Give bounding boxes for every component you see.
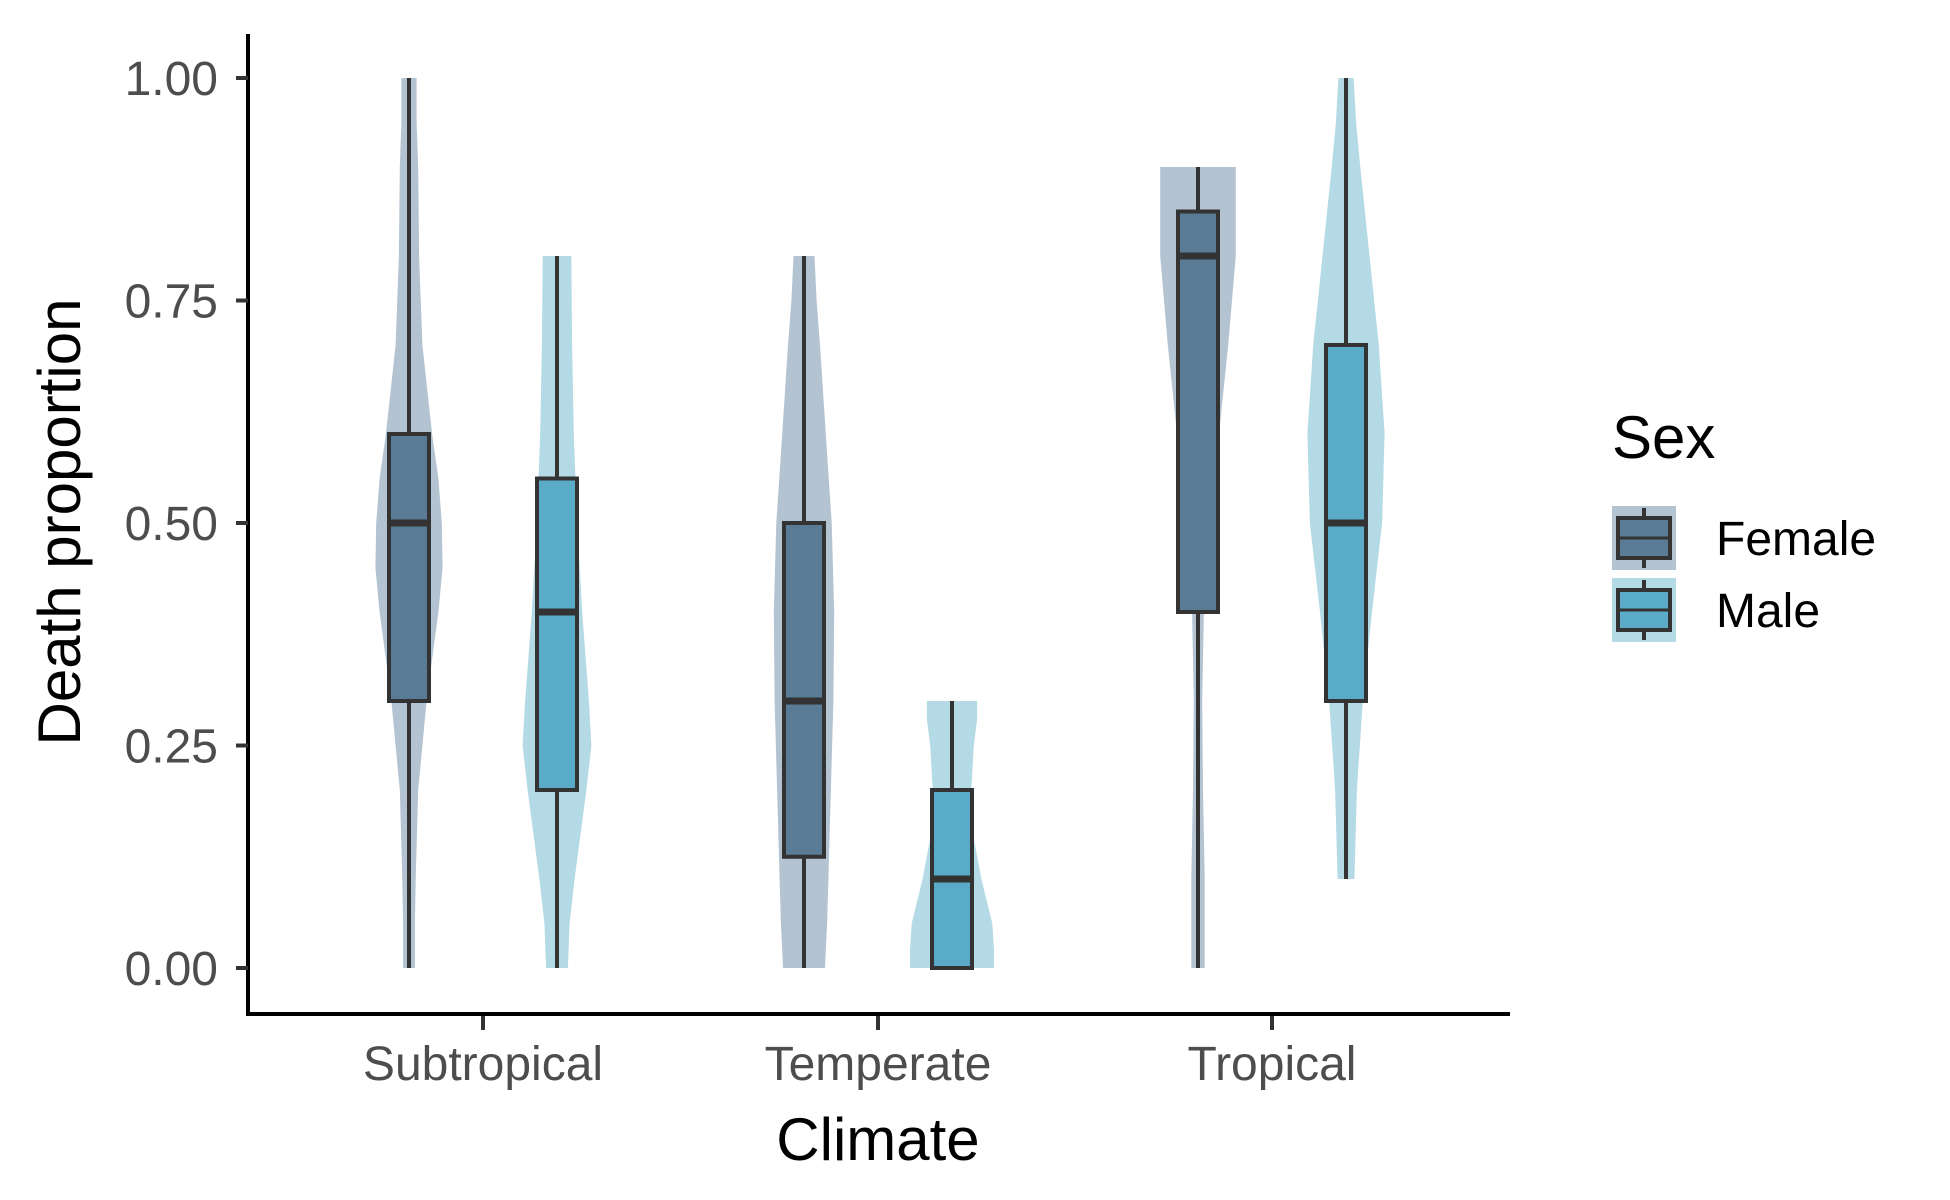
x-tick-label-subtropical: Subtropical [363,1038,603,1091]
legend-entries: Female Male [1612,506,1876,642]
x-ticks: Subtropical Temperate Tropical [363,1016,1357,1091]
violin-layer [375,78,1385,968]
y-tick-label: 0.75 [125,276,218,329]
box-male-subtropical [535,476,579,792]
x-tick-label-tropical: Tropical [1188,1038,1357,1091]
x-axis-title: Climate [776,1106,979,1173]
box-female-temperate [782,521,826,859]
y-tick-label: 0.00 [125,943,218,996]
y-tick-label: 0.25 [125,721,218,774]
y-ticks: 0.00 0.25 0.50 0.75 1.00 [125,53,248,996]
box-layer [387,78,1368,970]
y-axis-title: Death proportion [26,299,93,746]
box-female-tropical [1176,209,1220,614]
legend-title: Sex [1612,404,1715,471]
legend: Sex Female Male [1612,404,1876,642]
legend-label-male: Male [1716,585,1820,638]
y-tick-label: 0.50 [125,498,218,551]
x-tick-label-temperate: Temperate [765,1038,992,1091]
legend-label-female: Female [1716,513,1876,566]
y-tick-label: 1.00 [125,53,218,106]
box-female-subtropical [387,432,431,703]
